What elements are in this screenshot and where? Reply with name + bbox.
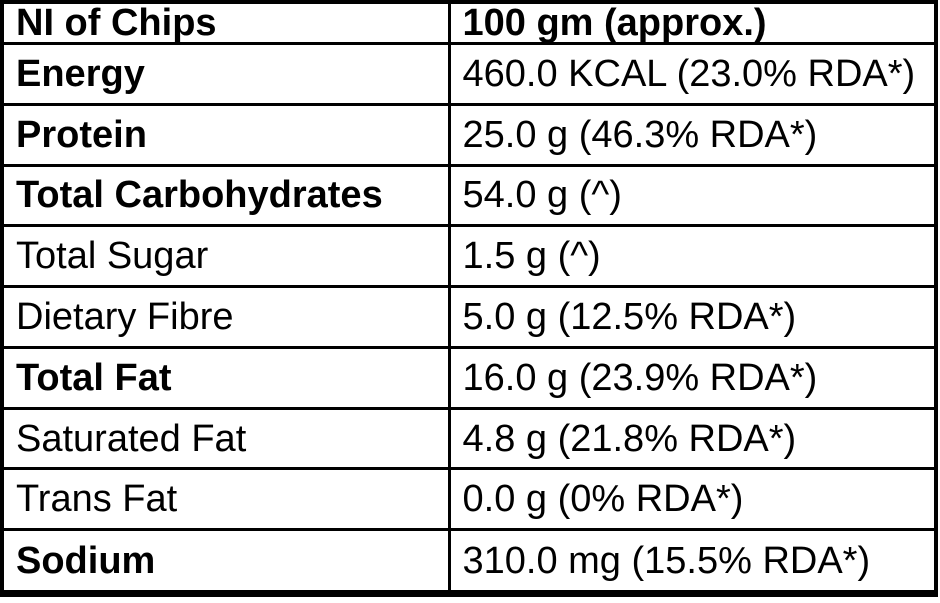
table-row: Total Sugar 1.5 g (^): [0, 224, 938, 289]
nutrient-value: 0.0 g (0% RDA*): [447, 467, 938, 532]
table-body: Energy 460.0 KCAL (23.0% RDA*) Protein 25.0…: [0, 42, 938, 595]
nutrient-label: Energy: [0, 42, 451, 106]
nutrient-value: 16.0 g (23.9% RDA*): [447, 345, 938, 410]
table-row: Protein 25.0 g (46.3% RDA*): [0, 102, 938, 167]
nutrient-value: 310.0 mg (15.5% RDA*): [447, 528, 938, 595]
header-row: NI of Chips 100 gm (approx.): [0, 0, 938, 45]
nutrient-value: 4.8 g (21.8% RDA*): [447, 406, 938, 471]
table-row: Total Fat 16.0 g (23.9% RDA*): [0, 345, 938, 410]
table-row: Dietary Fibre 5.0 g (12.5% RDA*): [0, 285, 938, 349]
table-row: Total Carbohydrates 54.0 g (^): [0, 163, 938, 228]
nutrient-value: 1.5 g (^): [447, 224, 938, 289]
nutrient-label: Protein: [0, 102, 451, 167]
header-label: NI of Chips: [0, 0, 451, 45]
table-row: Saturated Fat 4.8 g (21.8% RDA*): [0, 406, 938, 471]
nutrient-label: Trans Fat: [0, 467, 451, 532]
nutrient-value: 5.0 g (12.5% RDA*): [447, 285, 938, 349]
nutrient-label: Total Fat: [0, 345, 451, 410]
nutrient-label: Sodium: [0, 528, 451, 595]
nutrient-label: Total Carbohydrates: [0, 163, 451, 228]
nutrient-value: 25.0 g (46.3% RDA*): [447, 102, 938, 167]
nutrient-value: 460.0 KCAL (23.0% RDA*): [447, 42, 938, 106]
nutrient-value: 54.0 g (^): [447, 163, 938, 228]
table-row: Energy 460.0 KCAL (23.0% RDA*): [0, 42, 938, 106]
header-value: 100 gm (approx.): [447, 0, 938, 45]
nutrient-label: Saturated Fat: [0, 406, 451, 471]
table-row: Sodium 310.0 mg (15.5% RDA*): [0, 528, 938, 595]
nutrient-label: Total Sugar: [0, 224, 451, 289]
nutrient-label: Dietary Fibre: [0, 285, 451, 349]
table-row: Trans Fat 0.0 g (0% RDA*): [0, 467, 938, 532]
